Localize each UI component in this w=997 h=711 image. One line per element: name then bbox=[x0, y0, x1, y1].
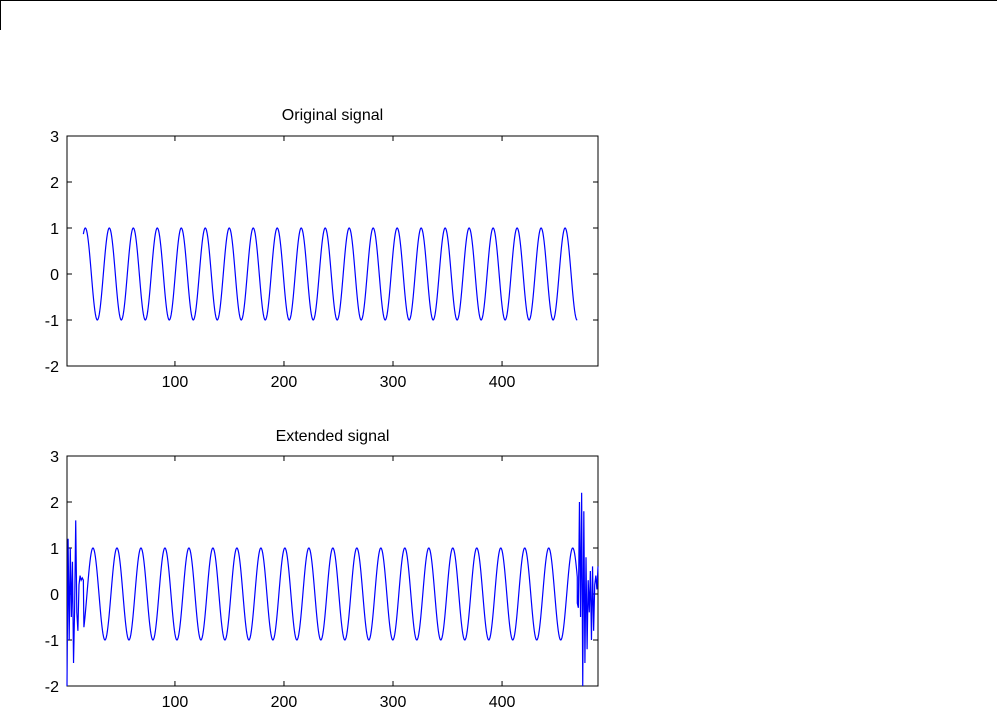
extended-y-tick-label: 2 bbox=[50, 495, 59, 512]
extended-signal-plot: Extended signal -2 -1 0 1 2 3 100 200 300 400 bbox=[45, 428, 599, 711]
original-signal-plot: Original signal -2 -1 0 1 2 3 100 200 300 400 bbox=[45, 107, 599, 391]
extended-x-tick-label: 100 bbox=[162, 694, 189, 711]
page-frame-left bbox=[0, 0, 1, 30]
extended-y-tick-label: 3 bbox=[50, 449, 59, 466]
extended-signal-line bbox=[66, 492, 599, 687]
original-signal-line bbox=[82, 227, 578, 321]
extended-y-tick-label: 0 bbox=[50, 587, 59, 604]
extended-y-tick-label: -2 bbox=[45, 679, 59, 696]
original-y-tick-label: -2 bbox=[45, 359, 59, 376]
original-y-tick-label: -1 bbox=[45, 313, 59, 330]
page-frame-top bbox=[0, 0, 997, 1]
original-y-tick-label: 1 bbox=[50, 221, 59, 238]
extended-x-tick-label: 400 bbox=[489, 694, 516, 711]
original-axes-box bbox=[66, 135, 599, 367]
original-x-tick-label: 300 bbox=[380, 374, 407, 391]
extended-y-tick-label: -1 bbox=[45, 633, 59, 650]
extended-x-tick-label: 300 bbox=[380, 694, 407, 711]
original-x-tick-label: 400 bbox=[489, 374, 516, 391]
original-y-tick-label: 0 bbox=[50, 267, 59, 284]
original-y-tick-label: 3 bbox=[50, 129, 59, 146]
original-x-tick-label: 200 bbox=[271, 374, 298, 391]
original-chart-title: Original signal bbox=[282, 107, 383, 124]
original-y-tick-label: 2 bbox=[50, 175, 59, 192]
extended-chart-title: Extended signal bbox=[276, 428, 390, 445]
extended-y-tick-label: 1 bbox=[50, 541, 59, 558]
extended-axes-box bbox=[66, 455, 599, 687]
original-x-tick-label: 100 bbox=[162, 374, 189, 391]
extended-x-tick-label: 200 bbox=[271, 694, 298, 711]
